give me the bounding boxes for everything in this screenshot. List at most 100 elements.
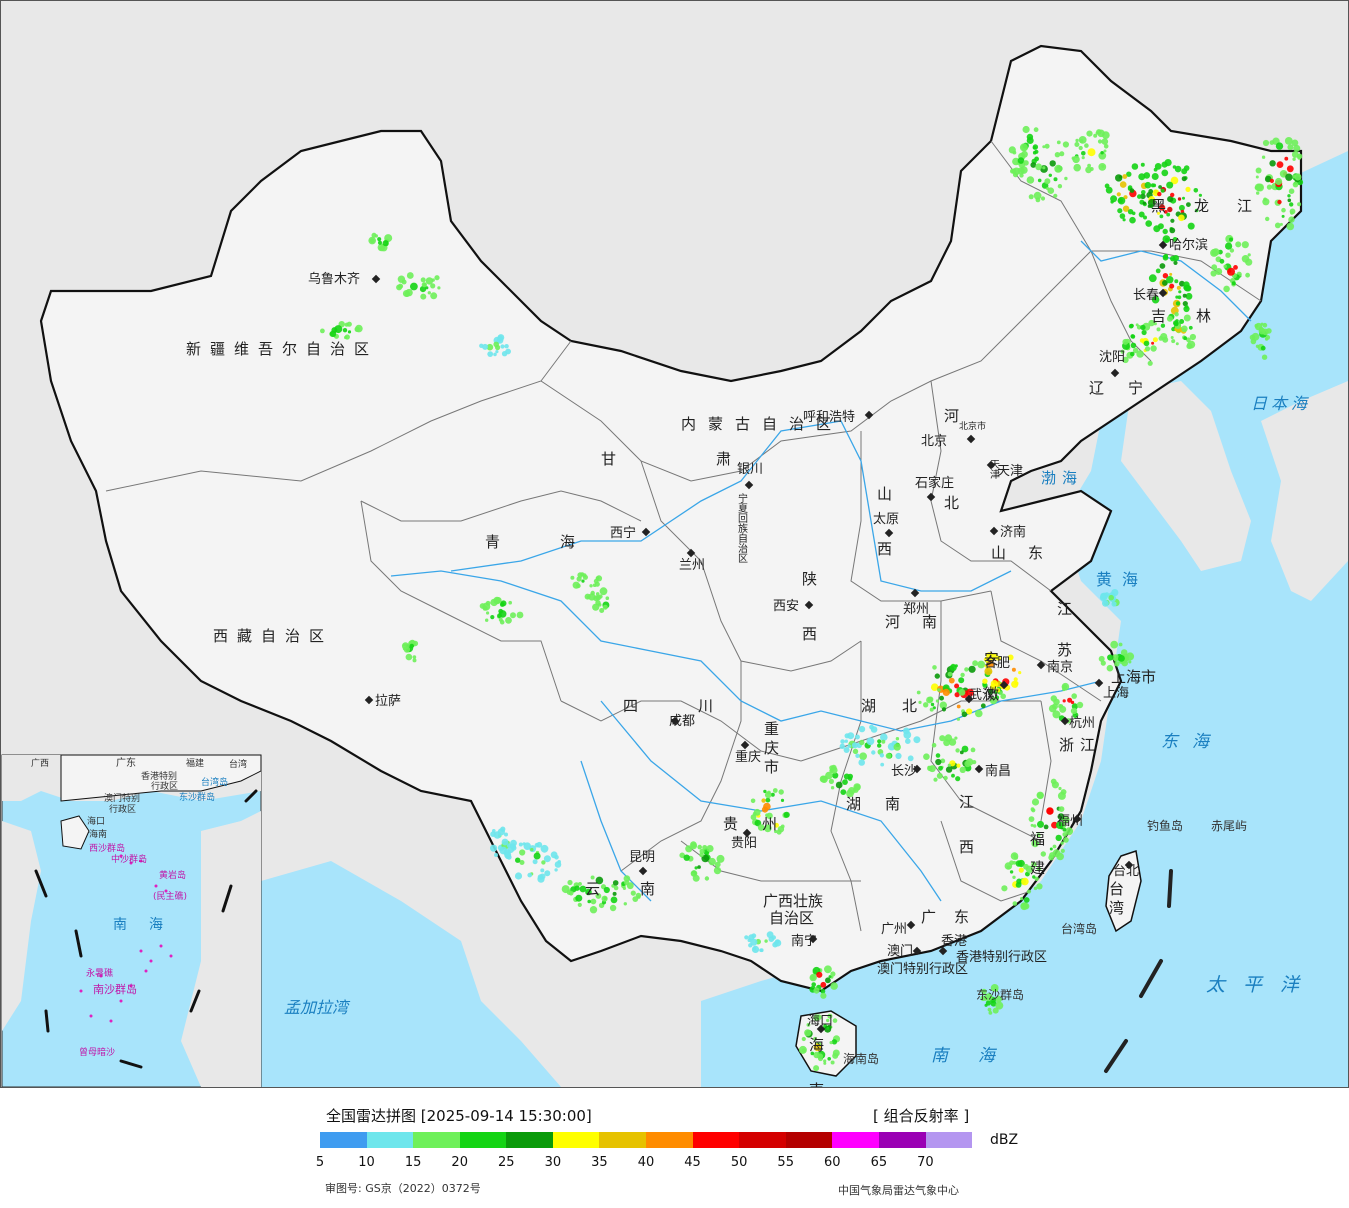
radar-echo <box>763 824 772 833</box>
radar-echo <box>1175 342 1179 346</box>
radar-echo <box>1148 274 1157 283</box>
province-borders <box>105 140 1262 932</box>
radar-echo <box>975 709 983 718</box>
radar-echo <box>1116 192 1121 197</box>
radar-echo <box>1129 188 1135 193</box>
city-dot-icon <box>1060 716 1070 726</box>
radar-echo <box>748 943 753 948</box>
radar-echo <box>597 603 602 607</box>
city-marker: 石家庄 <box>915 475 954 502</box>
color-swatch <box>878 1132 926 1148</box>
radar-echo <box>936 772 943 779</box>
radar-echo <box>942 688 950 697</box>
radar-echo <box>697 865 701 869</box>
radar-echo <box>1055 834 1062 842</box>
radar-echo <box>1143 340 1150 347</box>
radar-echo <box>847 732 855 740</box>
radar-echo <box>589 584 593 588</box>
radar-echo <box>514 872 523 880</box>
radar-echo <box>1018 867 1024 873</box>
radar-echo <box>706 845 714 853</box>
radar-echo <box>1124 657 1130 662</box>
radar-echo <box>988 1011 993 1015</box>
radar-echo <box>1078 136 1087 144</box>
radar-echo <box>1164 159 1172 167</box>
radar-echo <box>1275 177 1283 186</box>
radar-echo <box>1297 155 1302 160</box>
city-marker: 台北 <box>1113 860 1139 879</box>
radar-echo <box>1178 214 1185 222</box>
city-dot-icon <box>364 695 374 705</box>
radar-echo <box>329 330 337 337</box>
city-label: 广州 <box>881 922 907 937</box>
radar-echo <box>1275 142 1284 150</box>
province-label-hubei: 湖北 <box>861 697 943 715</box>
radar-echo <box>855 753 860 758</box>
city-dot-icon <box>912 764 922 774</box>
radar-echo <box>1182 293 1187 298</box>
radar-echo <box>1148 189 1154 194</box>
radar-echo <box>1235 241 1242 248</box>
radar-echo <box>1269 178 1274 183</box>
radar-echo <box>1007 654 1014 661</box>
radar-echo <box>1010 852 1019 860</box>
radar-echo <box>500 344 505 349</box>
bay-of-bengal <box>261 861 561 1087</box>
radar-echo <box>612 880 619 886</box>
radar-echo <box>1187 222 1195 230</box>
radar-echo <box>1193 188 1199 193</box>
radar-echo <box>1097 139 1103 144</box>
radar-echo <box>1277 199 1282 205</box>
radar-echo <box>1122 356 1129 364</box>
city-label: 香港 <box>941 934 967 949</box>
radar-echo <box>1269 160 1276 167</box>
radar-echo <box>412 658 417 663</box>
radar-echo <box>493 352 497 357</box>
radar-echo <box>1026 137 1034 144</box>
ocean <box>701 151 1348 1087</box>
radar-echo <box>1049 847 1053 851</box>
city-label: 郑州 <box>903 602 929 617</box>
city-marker: 南宁 <box>791 933 818 949</box>
radar-echoes <box>320 125 1304 1072</box>
radar-echo <box>1059 151 1065 157</box>
inset-label-hk: 香港特别 <box>141 770 177 782</box>
radar-echo <box>1031 798 1040 806</box>
radar-echo <box>902 727 910 735</box>
city-marker: 沈阳 <box>1099 350 1125 378</box>
radar-echo <box>494 597 502 604</box>
radar-echo <box>940 758 946 764</box>
radar-echo <box>895 752 902 760</box>
radar-echo <box>1006 865 1011 870</box>
radar-echo <box>704 876 710 881</box>
radar-echo <box>954 683 960 689</box>
radar-echo <box>1046 807 1054 815</box>
radar-echo <box>487 351 494 357</box>
radar-echo <box>843 747 850 753</box>
radar-echo <box>932 665 937 670</box>
radar-echo <box>1288 188 1295 194</box>
radar-echo <box>847 744 851 748</box>
radar-echo <box>1225 242 1233 250</box>
radar-echo <box>847 776 853 781</box>
radar-echo <box>877 743 882 748</box>
radar-echo <box>586 595 591 599</box>
radar-echo <box>1030 823 1034 827</box>
radar-echo <box>1255 167 1262 174</box>
maritime-boundary <box>1104 869 1173 1073</box>
radar-echo <box>1148 319 1155 327</box>
inset-label-zengmu: 曾母暗沙 <box>79 1046 115 1058</box>
radar-echo <box>774 829 778 834</box>
radar-echo <box>1294 173 1302 181</box>
radar-echo <box>1037 178 1042 183</box>
province-label-hebei: 河北 <box>942 408 960 582</box>
radar-echo <box>702 845 708 850</box>
radar-echo <box>1100 151 1104 155</box>
radar-echo <box>1052 844 1057 849</box>
province-label-jiangxi: 江西 <box>957 794 975 884</box>
radar-echo <box>1023 160 1029 166</box>
city-label: 长春 <box>1133 288 1159 303</box>
radar-echo <box>1011 667 1016 672</box>
radar-echo <box>595 576 600 580</box>
radar-echo <box>630 890 636 896</box>
